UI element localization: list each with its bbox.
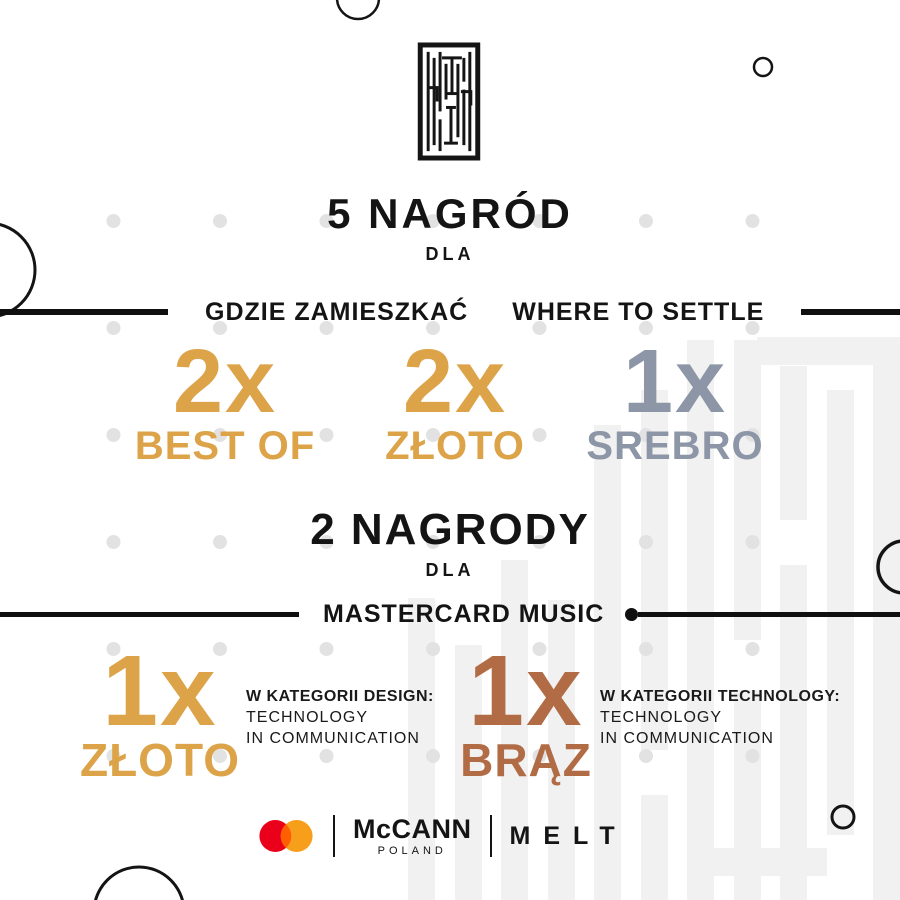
mccann-wordmark: McCANN: [353, 813, 472, 844]
rule-left-segment: [0, 309, 168, 315]
decor-circle-top-center: [335, 0, 381, 21]
award-gold: 2x ZŁOTO: [385, 332, 525, 468]
section1-client-rule: GDZIE ZAMIESZKAĆ WHERE TO SETTLE: [0, 297, 900, 327]
section2-title: 2 NAGRODY: [310, 505, 590, 554]
award-count: 2x: [402, 332, 508, 432]
client-name-en: WHERE TO SETTLE: [512, 297, 765, 326]
award-count: 1x: [468, 635, 584, 747]
decor-circle-right-edge: [876, 539, 900, 595]
award-label: BRĄZ: [460, 734, 592, 786]
ktr-maze-logo-icon: [417, 42, 481, 161]
footer-divider: [333, 815, 335, 857]
award-count: 1x: [102, 635, 218, 747]
rule-left-segment: [0, 611, 299, 617]
mastercard-logo-icon: [259, 820, 313, 852]
award-count: 1x: [622, 332, 728, 432]
melt-wordmark: MELT: [509, 821, 628, 850]
decor-circle-bottom-left: [94, 865, 184, 900]
award-label: BEST OF: [134, 423, 316, 468]
rule-dot: [625, 607, 639, 621]
decor-circle-bottom-right: [830, 804, 856, 830]
award-gold-design: 1x ZŁOTO: [79, 635, 241, 786]
decor-circle-left-edge: [0, 223, 37, 317]
award-label: SREBRO: [586, 423, 764, 468]
award-count: 2x: [172, 332, 278, 432]
client-name-pl: GDZIE ZAMIESZKAĆ: [205, 297, 469, 326]
category-line3: IN COMMUNICATION: [600, 730, 774, 747]
category-line1: W KATEGORII DESIGN:: [246, 688, 434, 705]
category-line2: TECHNOLOGY: [246, 709, 369, 726]
client-name: MASTERCARD MUSIC: [323, 599, 605, 628]
section2-client-rule: MASTERCARD MUSIC: [0, 600, 900, 628]
award-bronze-technology: 1x BRĄZ: [460, 635, 592, 786]
rule-right-segment: [638, 611, 900, 617]
section2-subtitle: DLA: [425, 560, 475, 580]
mccann-poland-label: POLAND: [377, 844, 447, 857]
footer-divider: [489, 815, 492, 857]
rule-right-segment: [801, 309, 900, 315]
decor-circle-top-right: [752, 56, 774, 78]
award-label: ZŁOTO: [79, 734, 241, 786]
category-line2: TECHNOLOGY: [600, 709, 723, 726]
footer-logos: McCANN POLAND MELT: [257, 812, 628, 860]
award-category-technology: W KATEGORII TECHNOLOGY: TECHNOLOGY IN CO…: [600, 686, 840, 749]
section1-subtitle: DLA: [425, 244, 475, 264]
award-silver: 1x SREBRO: [586, 332, 764, 468]
category-line1: W KATEGORII TECHNOLOGY:: [600, 688, 841, 705]
award-category-design: W KATEGORII DESIGN: TECHNOLOGY IN COMMUN…: [246, 686, 434, 749]
category-line3: IN COMMUNICATION: [246, 730, 420, 747]
award-label: ZŁOTO: [385, 423, 525, 468]
award-bestof: 2x BEST OF: [134, 332, 316, 468]
mccann-logo: McCANN POLAND: [353, 813, 472, 857]
section1-title: 5 NAGRÓD: [327, 190, 573, 237]
dot-grid: [80, 174, 840, 831]
